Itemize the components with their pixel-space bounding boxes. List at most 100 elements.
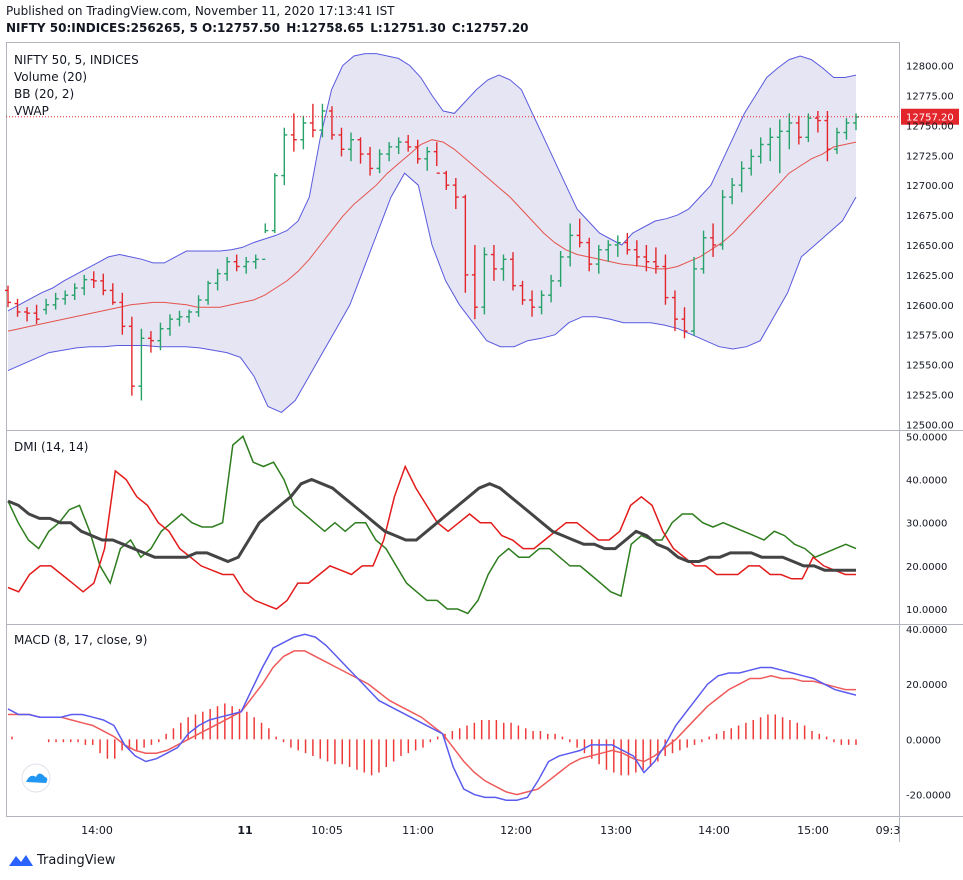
macd-tick-label: 20.0000	[906, 680, 947, 691]
macd-tick-label: -20.0000	[906, 791, 951, 802]
ohlc-bar	[481, 247, 488, 315]
ohlc-bar	[462, 194, 469, 293]
tradingview-logo-icon	[9, 855, 33, 866]
ohlc-bar	[119, 292, 126, 335]
price-tick-label: 12700.00	[906, 181, 954, 192]
bb-upper-line	[7, 53, 857, 312]
ohlc-bar	[433, 142, 440, 174]
macd-tick-label: 0.0000	[906, 735, 941, 746]
dmi-tick-label: 20.0000	[906, 562, 947, 573]
dmi_minus-line	[7, 464, 856, 610]
open-value: O:12757.50	[202, 21, 281, 35]
ohlc-bar	[157, 322, 164, 351]
ohlc-bar	[290, 113, 297, 152]
ohlc-bar	[81, 274, 88, 296]
price-tick-label: 12800.00	[906, 62, 954, 73]
ohlc-bar	[795, 115, 802, 145]
time-tick-label: 11:00	[402, 824, 434, 837]
ohlc-bar	[205, 280, 212, 305]
time-tick-label: 15:00	[797, 824, 829, 837]
price-tick-label: 12525.00	[906, 391, 954, 402]
ohlc-bar	[252, 254, 259, 269]
time-axis[interactable]: 14:00 11 10:05 11:00 12:00 13:00 14:00 15:00 09:…	[81, 824, 900, 837]
ohlc-bar	[414, 139, 421, 164]
ohlc-bar	[633, 240, 640, 267]
ohlc-bar	[738, 161, 745, 193]
time-tick-label: 14:00	[698, 824, 730, 837]
macd-legend: MACD (8, 17, close, 9)	[14, 633, 147, 647]
last-price-label: 12757.20	[906, 113, 954, 124]
ohlc-bar	[605, 240, 612, 262]
ohlc-bar	[271, 173, 278, 234]
ohlc-bar	[214, 268, 221, 291]
ohlc-bar	[14, 298, 21, 317]
dmi-legend: DMI (14, 14)	[14, 440, 88, 454]
dmi_plus-line	[7, 435, 857, 615]
ohlc-bar	[166, 314, 173, 336]
ohlc-bar	[128, 316, 135, 396]
ohlc-bar	[233, 254, 240, 272]
ohlc-bar	[519, 280, 526, 305]
ohlc-bar	[186, 309, 193, 323]
dmi-tick-label: 10.0000	[906, 605, 947, 616]
price-tick-label: 12675.00	[906, 211, 954, 222]
ohlc-bar	[843, 118, 850, 140]
ohlc-bar	[757, 137, 764, 164]
ohlc-bar	[262, 223, 269, 261]
last-price-badge	[901, 108, 959, 125]
ohlc-bar	[309, 103, 316, 138]
ohlc-bar	[595, 244, 602, 274]
ohlc-bar	[52, 292, 59, 310]
ohlc-bar	[614, 235, 621, 257]
price-legend-symbol: NIFTY 50, 5, INDICES	[14, 53, 139, 67]
ohlc-bar	[652, 247, 659, 274]
ohlc-bar	[557, 250, 564, 287]
time-tick-label: 14:00	[81, 824, 113, 837]
ohlc-bar	[224, 256, 231, 281]
low-value: L:12751.30	[370, 21, 446, 35]
price-pane[interactable]: 12757.20 12500.00 12525.00 12550.00 12575.00…	[5, 53, 959, 432]
ohlc-bar	[567, 223, 574, 267]
symbol-ohlc-line: NIFTY 50:INDICES:256265, 5 O:12757.50 H:…	[6, 21, 531, 35]
ohlc-bar	[509, 252, 516, 291]
macd-line	[7, 633, 857, 801]
ohlc-bar	[33, 304, 40, 324]
ohlc-bar	[538, 290, 545, 315]
ohlc-bar	[671, 290, 678, 332]
ohlc-bar	[138, 328, 145, 401]
ohlc-values: O:12757.50 H:12758.65 L:12751.30 C:12757…	[202, 21, 531, 35]
footer-brand[interactable]: TradingView	[8, 852, 116, 868]
ohlc-bar	[367, 146, 374, 176]
ohlc-bar	[71, 283, 78, 300]
ohlc-bar	[357, 137, 364, 164]
ohlc-bar	[348, 132, 355, 162]
ohlc-bar	[824, 110, 831, 162]
close-value: C:12757.20	[451, 21, 529, 35]
tradingview-watermark-icon	[21, 763, 51, 793]
ohlc-bar	[500, 254, 507, 281]
bb-lower-line	[7, 172, 857, 413]
macd-tick-label: 40.0000	[906, 625, 947, 636]
ohlc-bar	[814, 110, 821, 133]
time-tick-label: 09:3	[876, 824, 901, 837]
ohlc-bar	[109, 283, 116, 305]
ohlc-bar	[386, 142, 393, 162]
ohlc-bar	[300, 115, 307, 150]
time-tick-label: 11	[237, 824, 252, 837]
ohlc-bar	[624, 233, 631, 255]
ohlc-bar	[576, 218, 583, 248]
price-tick-label: 12650.00	[906, 241, 954, 252]
price-tick-label: 12750.00	[906, 121, 954, 132]
ohlc-bar	[43, 298, 50, 315]
ohlc-bar	[452, 177, 459, 210]
ohlc-bar	[662, 254, 669, 305]
ohlc-bar	[529, 290, 536, 317]
ohlc-bar	[805, 113, 812, 143]
ohlc-bar	[62, 290, 69, 305]
price-tick-label: 12500.00	[906, 420, 954, 431]
dmi-pane[interactable]: 10.0000 20.0000 30.0000 40.0000 50.0000	[7, 432, 947, 616]
dmi-tick-label: 40.0000	[906, 476, 947, 487]
high-value: H:12758.65	[286, 21, 365, 35]
macd-pane[interactable]: -20.0000 0.0000 20.0000 40.0000	[7, 625, 951, 802]
